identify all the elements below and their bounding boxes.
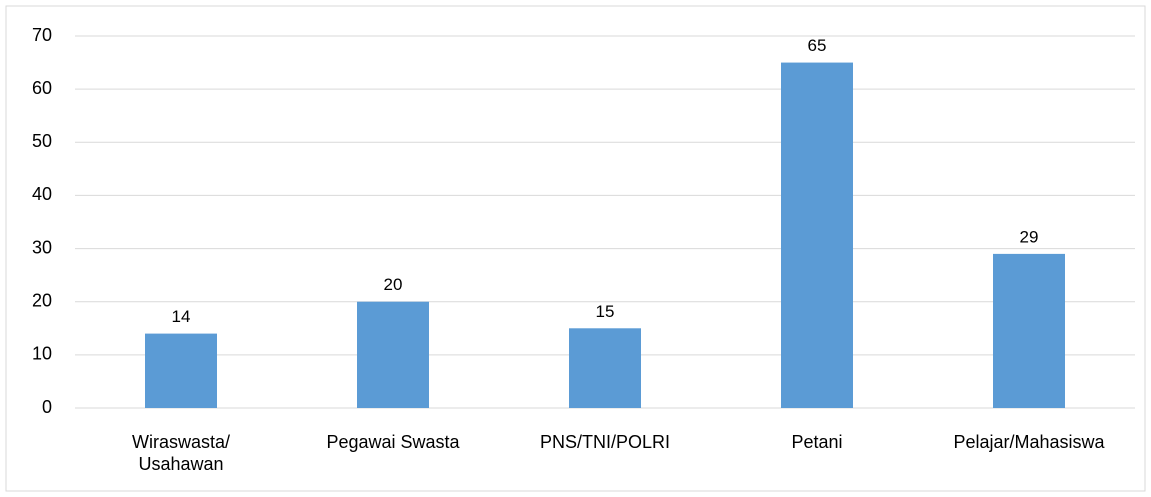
bar	[781, 62, 853, 408]
y-tick-label: 10	[32, 344, 52, 364]
data-label: 14	[172, 307, 191, 326]
y-tick-label: 30	[32, 237, 52, 257]
y-tick-label: 60	[32, 78, 52, 98]
x-tick-label: Pegawai Swasta	[326, 432, 460, 452]
y-tick-label: 50	[32, 131, 52, 151]
bar	[569, 328, 641, 408]
y-tick-label: 40	[32, 184, 52, 204]
y-tick-label: 20	[32, 290, 52, 310]
x-tick-label: Pelajar/Mahasiswa	[953, 432, 1105, 452]
bar	[357, 301, 429, 408]
data-label: 20	[384, 275, 403, 294]
bar	[993, 253, 1065, 408]
y-tick-label: 70	[32, 25, 52, 45]
x-tick-label: PNS/TNI/POLRI	[539, 432, 671, 452]
data-label: 15	[596, 302, 615, 321]
data-label: 29	[1020, 227, 1039, 246]
y-tick-label: 0	[42, 397, 52, 417]
data-label: 65	[808, 36, 827, 55]
x-tick-label: Petani	[791, 432, 843, 452]
chart-border	[5, 5, 1146, 492]
bar	[145, 333, 217, 408]
x-tick-label: Wiraswasta/ Usahawan	[131, 432, 230, 474]
